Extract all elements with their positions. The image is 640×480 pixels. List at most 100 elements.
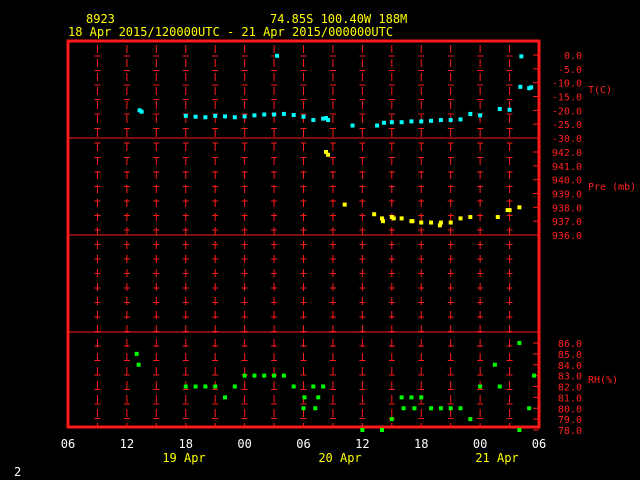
y-tick-label: 940.0 xyxy=(552,176,582,187)
data-point xyxy=(419,395,424,400)
data-point xyxy=(272,373,277,378)
data-point xyxy=(478,113,483,118)
data-point xyxy=(183,384,188,389)
data-point xyxy=(326,118,331,123)
data-point xyxy=(213,113,218,118)
y-tick-label: 937.0 xyxy=(552,217,582,228)
data-point xyxy=(301,406,306,411)
data-point xyxy=(321,116,326,121)
data-point xyxy=(529,85,534,90)
x-tick-label: 06 xyxy=(296,437,310,451)
data-point xyxy=(242,373,247,378)
data-point xyxy=(134,351,139,356)
data-point xyxy=(458,406,463,411)
y-tick-labels: 0.0 -5.0 -10.0 -15.0 -20.0 -25.0 -30.0 942.0 941… xyxy=(552,51,582,437)
data-point xyxy=(252,373,257,378)
data-point xyxy=(399,395,404,400)
y-tick-label: 78.0 xyxy=(558,426,582,437)
x-day-label: 20 Apr xyxy=(318,451,361,465)
data-point xyxy=(458,117,463,122)
data-point xyxy=(139,109,144,114)
x-tick-label: 12 xyxy=(120,437,134,451)
data-point xyxy=(242,114,247,119)
y-tick-label: -30.0 xyxy=(552,134,582,145)
data-point xyxy=(518,84,523,89)
data-point xyxy=(372,212,377,217)
y-tick-label: 941.0 xyxy=(552,162,582,173)
data-point xyxy=(360,428,365,432)
y-tick-label: 82.0 xyxy=(558,383,582,394)
x-tick-labels: 06 12 18 00 06 12 18 00 06 19 Apr 20 Apr 21 Apr xyxy=(61,437,546,465)
y-tick-label: 85.0 xyxy=(558,350,582,361)
data-point xyxy=(342,202,347,207)
y-tick-label: 86.0 xyxy=(558,339,582,350)
data-point xyxy=(448,406,453,411)
x-tick-label: 12 xyxy=(355,437,369,451)
x-tick-label: 06 xyxy=(532,437,546,451)
station-id: 8923 xyxy=(86,12,115,26)
pressure-label: Pre (mb) xyxy=(588,182,636,193)
y-tick-label: 84.0 xyxy=(558,361,582,372)
data-point xyxy=(375,123,380,128)
y-tick-label: 942.0 xyxy=(552,148,582,159)
data-point xyxy=(321,384,326,389)
data-point xyxy=(429,118,434,123)
data-point xyxy=(410,219,415,224)
data-point xyxy=(262,112,267,117)
x-day-label: 19 Apr xyxy=(162,451,205,465)
data-point xyxy=(252,113,257,118)
data-point xyxy=(468,111,473,116)
data-point xyxy=(527,406,532,411)
data-point xyxy=(429,406,434,411)
x-tick-label: 18 xyxy=(179,437,193,451)
x-day-label: 21 Apr xyxy=(475,451,518,465)
x-tick-label: 06 xyxy=(61,437,75,451)
data-point xyxy=(223,395,227,400)
y-tick-label: 81.0 xyxy=(558,393,582,404)
data-point xyxy=(429,220,434,225)
data-point xyxy=(409,395,414,400)
data-point xyxy=(507,107,512,112)
data-point xyxy=(401,406,406,411)
station-location: 74.85S 100.40W 188M xyxy=(270,12,407,26)
y-tick-label: -20.0 xyxy=(552,106,582,117)
data-point xyxy=(281,373,286,378)
data-point xyxy=(311,384,316,389)
data-points xyxy=(134,53,537,432)
temperature-label: T(C) xyxy=(588,85,612,96)
y-tick-label: -15.0 xyxy=(552,93,582,104)
data-point xyxy=(438,406,443,411)
data-point xyxy=(203,115,208,120)
data-point xyxy=(193,114,198,119)
data-point xyxy=(291,384,296,389)
data-point xyxy=(183,113,188,118)
data-point xyxy=(213,384,218,389)
y-tick-label: 0.0 xyxy=(564,51,582,62)
time-range: 18 Apr 2015/120000UTC - 21 Apr 2015/0000… xyxy=(68,25,393,39)
data-point xyxy=(399,120,404,125)
data-point xyxy=(391,216,396,221)
data-point xyxy=(497,384,502,389)
y-tick-label: -10.0 xyxy=(552,79,582,90)
data-point xyxy=(389,120,394,125)
y-tick-label: 936.0 xyxy=(552,231,582,242)
data-point xyxy=(389,417,394,422)
data-point xyxy=(301,114,306,119)
data-point xyxy=(203,384,208,389)
data-point xyxy=(381,120,386,125)
x-tick-label: 00 xyxy=(237,437,251,451)
data-point xyxy=(478,384,483,389)
data-point xyxy=(193,384,198,389)
data-point xyxy=(399,216,404,221)
y-tick-label: 83.0 xyxy=(558,372,582,383)
data-point xyxy=(468,417,473,422)
data-point xyxy=(316,395,321,400)
data-point xyxy=(350,123,355,128)
data-point xyxy=(492,362,497,367)
x-tick-label: 00 xyxy=(473,437,487,451)
data-point xyxy=(302,395,307,400)
data-point xyxy=(223,114,227,119)
plot-grid xyxy=(94,45,539,431)
data-point xyxy=(272,112,277,117)
